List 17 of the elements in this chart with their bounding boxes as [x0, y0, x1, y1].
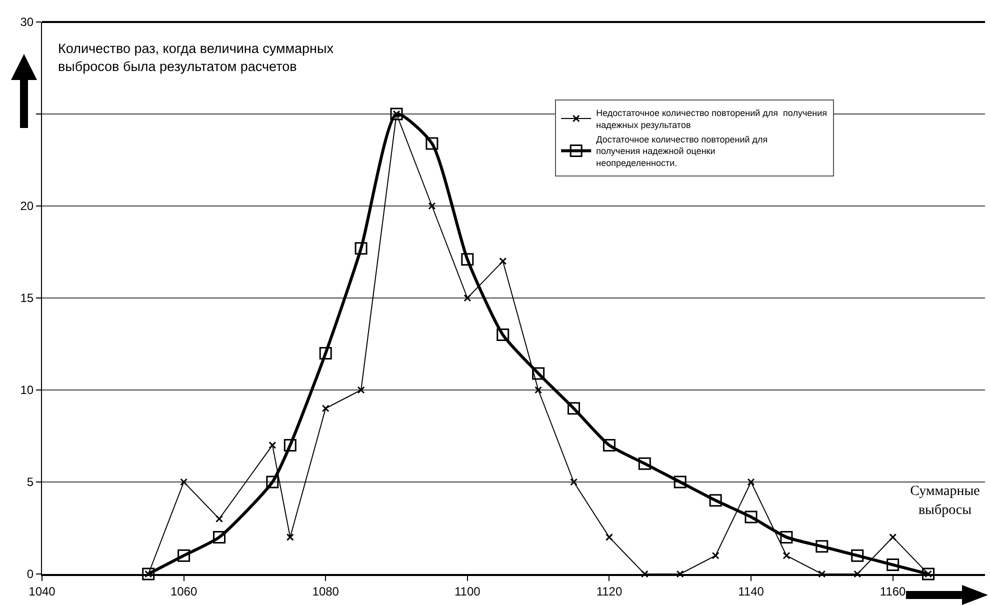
x-tick-label: 1040: [28, 584, 56, 598]
y-tick-label: 0: [26, 567, 34, 582]
y-tick-label: 5: [26, 475, 34, 490]
y-tick-label: 20: [20, 199, 34, 214]
legend-label: Недостаточное количество повторений для получения надежных результатов: [596, 108, 828, 130]
y-tick-label: 15: [20, 291, 34, 306]
x-tick-label: 1080: [312, 584, 340, 598]
x-tick-label: 1120: [596, 584, 622, 598]
y-tick-label: 10: [20, 383, 34, 398]
x-tick-label: 1060: [170, 584, 198, 598]
x-tick-label: 1160: [880, 584, 906, 598]
x-tick-label: 1140: [738, 584, 764, 598]
y-axis-title: Количество раз, когда величина суммарных выбросов была результатом расчетов: [58, 40, 334, 76]
x-axis-title: Суммарные выбросы: [909, 483, 981, 520]
legend-label: Достаточное количество повторений для получения надежной оценки неопределенности.: [596, 134, 768, 168]
x-tick-label: 1100: [454, 584, 481, 598]
y-tick-label: 30: [20, 15, 34, 30]
